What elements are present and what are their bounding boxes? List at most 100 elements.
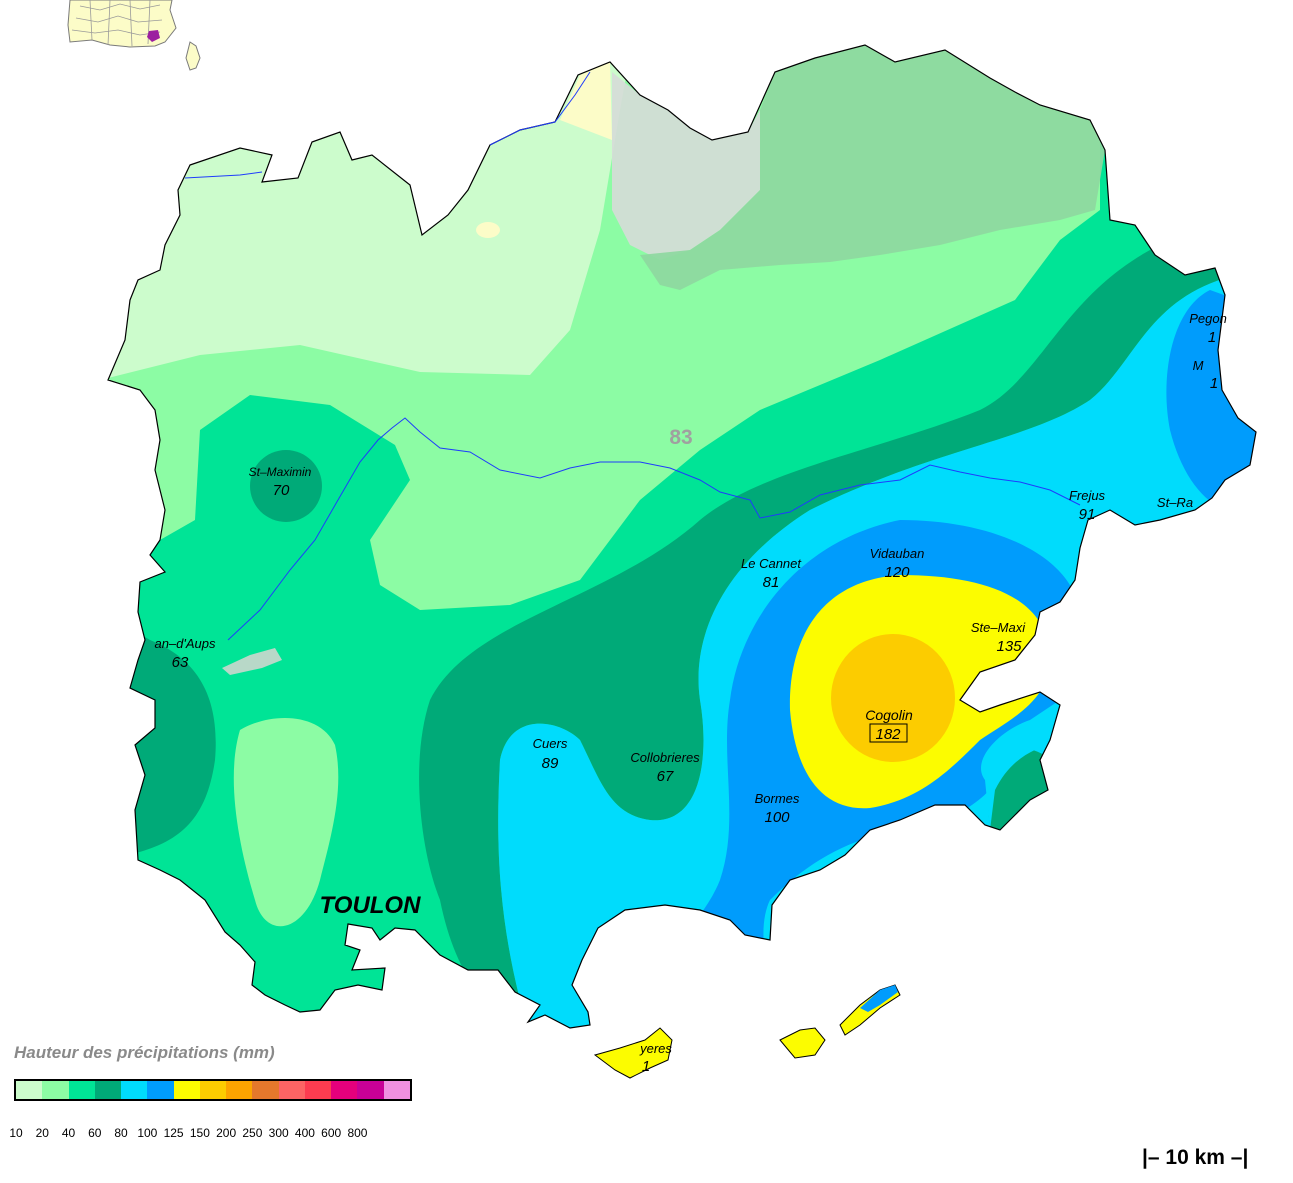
- inset-corsica: [185, 41, 201, 71]
- legend-tick-label: 100: [137, 1126, 158, 1140]
- station-value: 1: [642, 1058, 650, 1075]
- neighbor-green-zone: [640, 45, 1105, 290]
- station-name: an–d'Aups: [154, 636, 216, 651]
- station-name: Collobrieres: [630, 750, 700, 765]
- legend-swatch: [357, 1081, 384, 1099]
- station-st-maximin: St–Maximin 70: [249, 465, 312, 499]
- zone-80-100-southeast: [981, 700, 1060, 830]
- legend-swatch: [331, 1081, 358, 1099]
- station-value: 63: [172, 654, 189, 671]
- station-cuers: Cuers 89: [533, 736, 568, 772]
- legend-title: Hauteur des précipitations (mm): [14, 1043, 275, 1062]
- scale-bar-right-tick: –|: [1230, 1146, 1249, 1169]
- legend-tick-label: 600: [321, 1126, 342, 1140]
- legend-swatch: [16, 1081, 43, 1099]
- inset-var-highlight: [147, 30, 160, 42]
- lake-shape: [476, 222, 500, 238]
- station-name: Bormes: [755, 791, 800, 806]
- neighbor-yellow-patch: [560, 62, 612, 140]
- station-frejus: Frejus 91: [1069, 488, 1106, 523]
- zone-10-20-north: [108, 45, 640, 380]
- legend-tick-label: 150: [189, 1126, 210, 1140]
- legend-ticks: 10 20 40 60 80 100 125 150 200 250 300 400 600 800: [0, 1126, 420, 1146]
- scale-bar-label: 10 km: [1165, 1146, 1225, 1169]
- legend-color-bar: [14, 1079, 412, 1101]
- river-north: [489, 71, 591, 146]
- scale-bar-left-tick: |–: [1142, 1146, 1160, 1169]
- city-label-toulon: TOULON: [320, 892, 422, 919]
- legend-tick-label: 60: [88, 1126, 102, 1140]
- zone-60-80-stmaximin: [250, 450, 322, 522]
- inset-locator-map: [67, 0, 201, 71]
- legend-swatch: [42, 1081, 69, 1099]
- station-value: 70: [273, 482, 290, 499]
- station-value: 81: [763, 574, 780, 591]
- station-bormes: Bormes 100: [755, 791, 800, 826]
- station-ste-maxime: Ste–Maxi 135: [971, 620, 1026, 655]
- station-value: 135: [996, 638, 1022, 655]
- station-name: Cuers: [533, 736, 568, 751]
- islands: [593, 984, 901, 1079]
- lake-aups: [222, 648, 282, 675]
- island-porquerolles: [593, 1027, 673, 1079]
- station-vidauban: Vidauban 120: [870, 546, 925, 581]
- station-name: Pegon: [1189, 311, 1227, 326]
- legend-tick-label: 250: [242, 1126, 263, 1140]
- legend-swatch: [68, 1081, 95, 1099]
- station-name: Cogolin: [865, 707, 913, 723]
- legend-swatch: [252, 1081, 279, 1099]
- scale-bar: |– 10 km –|: [1142, 1146, 1248, 1170]
- legend-tick-label: 10: [9, 1126, 23, 1140]
- station-value: 1: [1208, 329, 1216, 346]
- station-value: 67: [657, 768, 674, 785]
- station-name: M: [1193, 358, 1204, 373]
- station-mandelieu: M 1: [1193, 358, 1219, 392]
- station-value: 182: [875, 726, 901, 743]
- legend-swatch: [278, 1081, 305, 1099]
- island-portcros: [779, 1027, 826, 1059]
- station-name: St–Ra: [1157, 495, 1193, 510]
- legend-swatch: [173, 1081, 200, 1099]
- station-cogolin: Cogolin 182: [865, 707, 913, 743]
- legend-swatch: [94, 1081, 122, 1099]
- legend-swatch: [199, 1081, 227, 1099]
- station-hyeres: yeres 1: [639, 1041, 672, 1075]
- legend-swatch: [226, 1081, 253, 1099]
- zone-150-200-cogolin: [831, 634, 955, 762]
- station-value: 120: [884, 564, 910, 581]
- river-west: [184, 171, 263, 179]
- station-name: St–Maximin: [249, 465, 312, 479]
- station-pegomas: Pegon 1: [1189, 311, 1227, 346]
- island-levant-blue: [860, 985, 898, 1012]
- legend-tick-label: 300: [268, 1126, 289, 1140]
- station-value: 1: [1210, 375, 1218, 392]
- river-argens: [227, 417, 1081, 641]
- neighbor-grey-zone: [612, 72, 760, 260]
- inset-grid: [71, 0, 163, 47]
- station-st-raphael: St–Ra: [1157, 495, 1193, 510]
- legend-swatch: [304, 1081, 332, 1099]
- rivers: [184, 71, 1081, 641]
- station-name: Vidauban: [870, 546, 925, 561]
- station-collobrieres: Collobrieres 67: [630, 750, 700, 785]
- station-value: 100: [764, 809, 790, 826]
- max-value-box: [869, 723, 908, 743]
- legend-tick-label: 400: [294, 1126, 315, 1140]
- legend-swatch: [121, 1081, 148, 1099]
- zone-60-80-band: [419, 230, 1256, 1000]
- legend-tick-label: 125: [163, 1126, 184, 1140]
- station-aups: an–d'Aups 63: [154, 636, 216, 671]
- legend-tick-label: 40: [61, 1126, 76, 1140]
- neighbor-overlay: [476, 45, 1105, 290]
- department-number: 83: [669, 426, 692, 449]
- station-value: 91: [1079, 506, 1096, 523]
- station-value: 89: [542, 755, 559, 772]
- legend-swatch: [383, 1081, 410, 1099]
- legend-swatch: [147, 1081, 174, 1099]
- legend-tick-label: 800: [347, 1126, 368, 1140]
- station-name: yeres: [639, 1041, 672, 1056]
- zone-20-40-valley: [233, 717, 339, 927]
- legend-tick-label: 80: [114, 1126, 128, 1140]
- legend-tick-label: 200: [216, 1126, 237, 1140]
